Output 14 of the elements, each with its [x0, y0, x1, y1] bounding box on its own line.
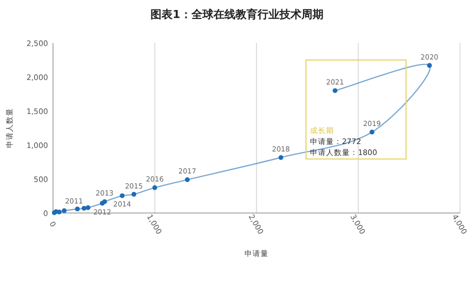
point [427, 63, 432, 68]
point [120, 193, 125, 198]
point [184, 177, 190, 182]
point [75, 206, 80, 212]
point [278, 155, 284, 160]
point [82, 206, 86, 211]
chart-title: 图表1：全球在线教育行业技术周期 [150, 8, 324, 21]
point [370, 130, 374, 134]
point [102, 199, 107, 204]
point [86, 205, 90, 210]
point [332, 88, 338, 93]
point [131, 192, 136, 197]
point [152, 185, 158, 190]
point [62, 208, 67, 214]
